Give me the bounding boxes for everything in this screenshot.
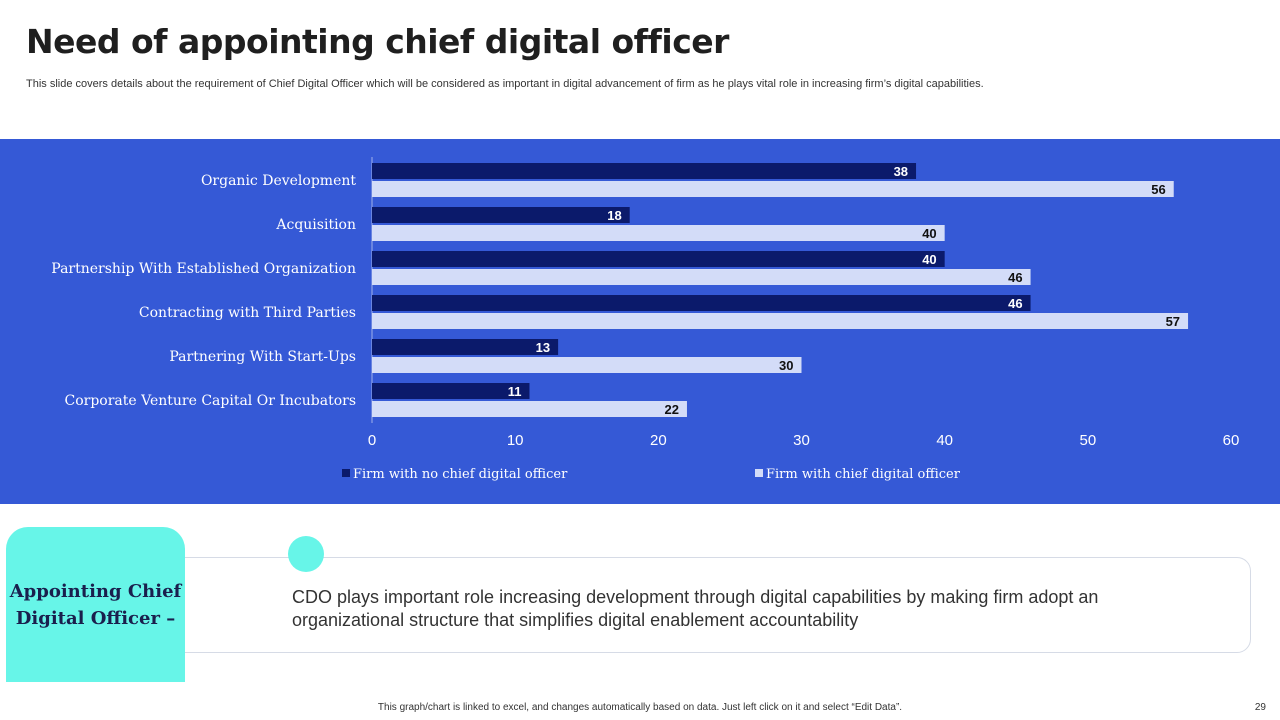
x-tick-label: 40 [936,432,953,449]
x-tick-label: 50 [1079,432,1096,449]
footer-note: This graph/chart is linked to excel, and… [377,702,903,713]
data-label: 22 [664,402,678,417]
chart-panel[interactable]: Organic Development 38 56 Acquisition 18 40 Pa… [0,139,1280,504]
bar-with-cdo[interactable] [372,225,945,241]
bar-with-cdo[interactable] [372,357,802,373]
bar-no-cdo[interactable] [372,339,559,355]
category-label: Organic Development [201,173,356,189]
data-label: 13 [536,340,550,355]
page-number: 29 [1254,702,1266,713]
x-tick-label: 10 [507,432,524,449]
data-label: 18 [607,208,621,223]
bar-with-cdo[interactable] [372,313,1189,329]
bar-no-cdo[interactable] [372,163,917,179]
legend-swatch [755,469,763,477]
legend-swatch [342,469,350,477]
decorative-dot-icon [288,536,324,572]
page-subtitle: This slide covers details about the requ… [26,78,984,90]
page-title: Need of appointing chief digital officer [26,22,729,61]
legend-label: Firm with no chief digital officer [353,467,568,482]
data-label: 46 [1008,296,1022,311]
x-tick-label: 30 [793,432,810,449]
card-heading-tile: Appointing Chief Digital Officer – [6,527,185,682]
category-label: Partnering With Start-Ups [169,349,356,365]
category-label: Acquisition [275,217,356,233]
data-label: 30 [779,358,793,373]
category-label: Contracting with Third Parties [139,305,356,321]
card-body-text: CDO plays important role increasing deve… [292,587,1099,630]
data-label: 56 [1151,182,1165,197]
data-label: 11 [508,384,522,399]
x-tick-label: 0 [368,432,376,449]
data-label: 57 [1166,314,1180,329]
category-label: Partnership With Established Organizatio… [51,261,356,277]
category-label: Corporate Venture Capital Or Incubators [65,393,356,409]
bar-no-cdo[interactable] [372,295,1031,311]
data-label: 38 [894,164,908,179]
card-heading: Appointing Chief Digital Officer – [9,580,182,629]
data-label: 46 [1008,270,1022,285]
bar-chart[interactable]: Organic Development 38 56 Acquisition 18 40 Pa… [0,139,1280,504]
bar-with-cdo[interactable] [372,269,1031,285]
bar-with-cdo[interactable] [372,401,687,417]
data-label: 40 [922,252,936,267]
data-label: 40 [922,226,936,241]
x-tick-label: 60 [1223,432,1240,449]
x-tick-label: 20 [650,432,667,449]
bar-no-cdo[interactable] [372,251,945,267]
legend-label: Firm with chief digital officer [766,467,961,482]
bar-with-cdo[interactable] [372,181,1174,197]
bar-no-cdo[interactable] [372,383,530,399]
bar-no-cdo[interactable] [372,207,630,223]
